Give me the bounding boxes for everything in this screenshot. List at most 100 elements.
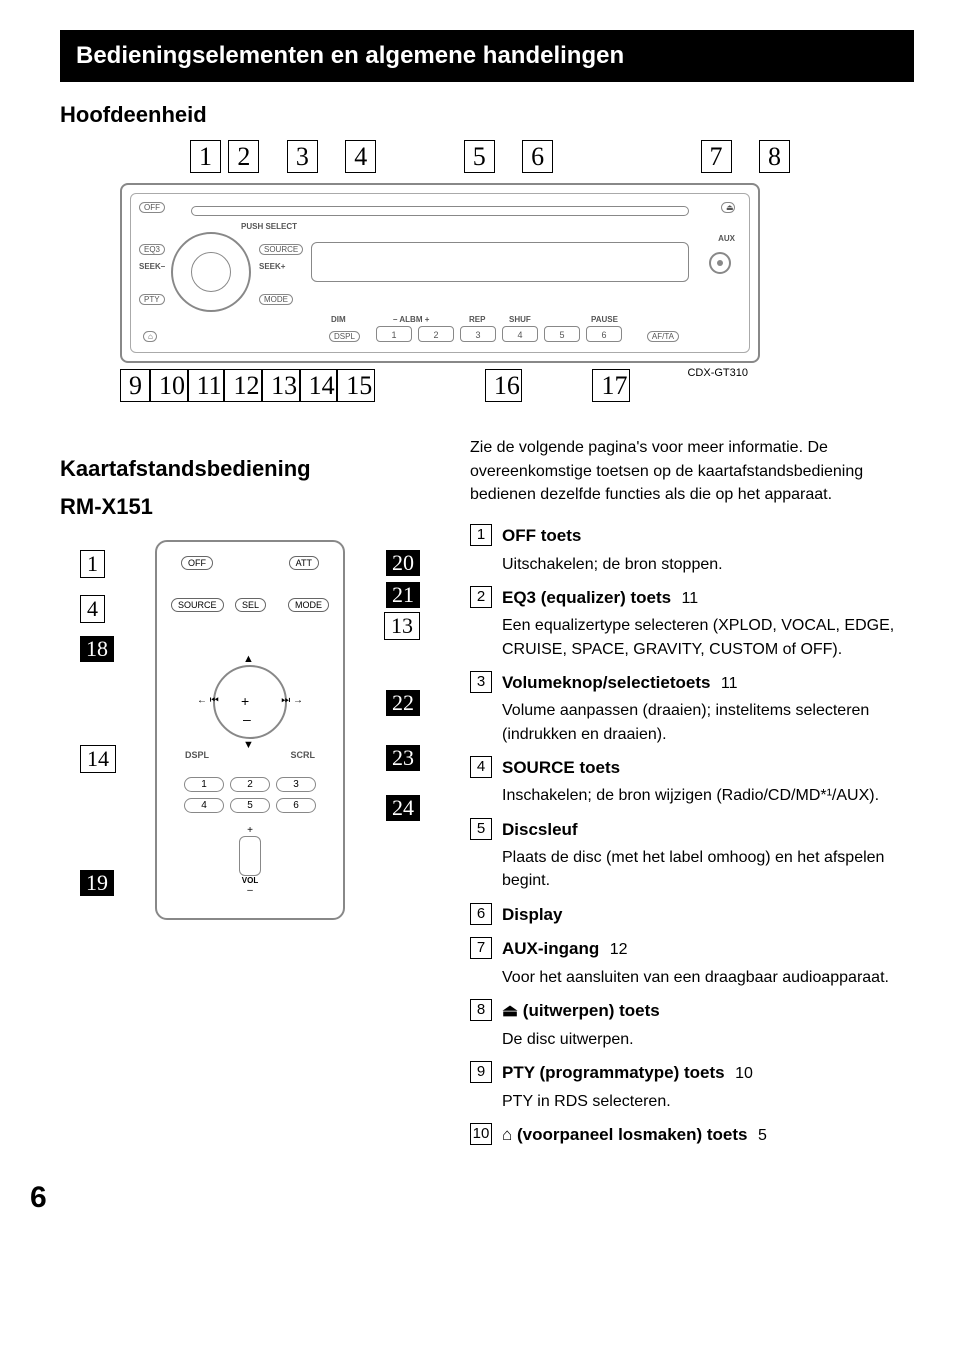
off-button: OFF bbox=[139, 202, 165, 213]
callout-9: 9 bbox=[120, 369, 150, 402]
remote-callout-1: 1 bbox=[80, 550, 105, 578]
remote-num-3: 3 bbox=[276, 777, 316, 792]
aux-jack bbox=[709, 252, 731, 274]
push-select-label: PUSH SELECT bbox=[241, 222, 297, 231]
remote-callout-22: 22 bbox=[386, 690, 420, 716]
remote-num-4: 4 bbox=[184, 798, 224, 813]
item-desc: Plaats de disc (met het label omhoog) en… bbox=[502, 846, 914, 892]
remote-att: ATT bbox=[289, 556, 319, 570]
seek-plus-label: SEEK+ bbox=[259, 262, 285, 271]
num-4: 4 bbox=[502, 326, 538, 342]
pty-button: PTY bbox=[139, 294, 165, 305]
remote-off: OFF bbox=[181, 556, 213, 570]
remote-callout-13: 13 bbox=[384, 612, 420, 640]
remote-num-5: 5 bbox=[230, 798, 270, 813]
item-title: PTY (programmatype) toets 10 bbox=[502, 1061, 753, 1086]
remote-num-1: 1 bbox=[184, 777, 224, 792]
description-column: Zie de volgende pagina's voor meer infor… bbox=[470, 436, 914, 1151]
remote-vol: + VOL – bbox=[235, 825, 265, 896]
remote-sel: SEL bbox=[235, 598, 266, 612]
item-number: 6 bbox=[470, 903, 492, 925]
item-desc: Uitschakelen; de bron stoppen. bbox=[502, 553, 914, 576]
remote-mode: MODE bbox=[288, 598, 329, 612]
section-remote-model: RM-X151 bbox=[60, 494, 440, 520]
aux-label: AUX bbox=[718, 234, 735, 243]
remote-number-pad: 1 2 3 4 5 6 bbox=[184, 777, 316, 813]
callout-4: 4 bbox=[345, 140, 376, 173]
remote-dpad: ▲ ▼ ← ⏮ ⏭ → + – bbox=[195, 647, 305, 757]
unit-top-callouts: 1 2 3 4 5 6 7 8 bbox=[120, 140, 820, 177]
callout-1: 1 bbox=[190, 140, 221, 173]
item-desc: De disc uitwerpen. bbox=[502, 1028, 914, 1051]
main-unit-diagram: OFF PUSH SELECT EQ3 SOURCE SEEK– SEEK+ P… bbox=[120, 183, 760, 363]
remote-callout-18: 18 bbox=[80, 636, 114, 662]
callout-10: 10 bbox=[150, 369, 188, 402]
remote-diagram-wrap: 1 4 18 14 19 20 21 13 22 23 24 OFF ATT S… bbox=[80, 540, 420, 920]
item-title: ⏏ (uitwerpen) toets bbox=[502, 999, 660, 1024]
item-title: OFF toets bbox=[502, 524, 581, 549]
item-title: EQ3 (equalizer) toets 11 bbox=[502, 586, 698, 611]
callout-11: 11 bbox=[188, 369, 225, 402]
item-7: 7AUX-ingang 12 bbox=[470, 937, 914, 962]
item-desc: Een equalizertype selecteren (XPLOD, VOC… bbox=[502, 614, 914, 660]
remote-source: SOURCE bbox=[171, 598, 224, 612]
num-3: 3 bbox=[460, 326, 496, 342]
item-5: 5Discsleuf bbox=[470, 818, 914, 843]
callout-6: 6 bbox=[522, 140, 553, 173]
callout-3: 3 bbox=[287, 140, 318, 173]
remote-body: OFF ATT SOURCE SEL MODE ▲ ▼ ← ⏮ ⏭ → + – … bbox=[155, 540, 345, 920]
section-remote-title: Kaartafstandsbediening bbox=[60, 456, 440, 482]
intro-text: Zie de volgende pagina's voor meer infor… bbox=[470, 436, 914, 506]
remote-callout-21: 21 bbox=[386, 582, 420, 608]
callout-7: 7 bbox=[701, 140, 732, 173]
remote-callout-23: 23 bbox=[386, 745, 420, 771]
model-label: CDX-GT310 bbox=[687, 367, 748, 379]
item-number: 9 bbox=[470, 1061, 492, 1083]
remote-dspl: DSPL bbox=[185, 750, 209, 760]
item-number: 4 bbox=[470, 756, 492, 778]
item-desc: Volume aanpassen (draaien); instelitems … bbox=[502, 699, 914, 745]
pause-label: PAUSE bbox=[591, 315, 618, 324]
num-5: 5 bbox=[544, 326, 580, 342]
page-number: 6 bbox=[30, 1181, 914, 1215]
item-title: AUX-ingang 12 bbox=[502, 937, 628, 962]
remote-callout-19: 19 bbox=[80, 870, 114, 896]
item-9: 9 PTY (programmatype) toets 10 bbox=[470, 1061, 914, 1086]
callout-12: 12 bbox=[224, 369, 262, 402]
item-3: 3Volumeknop/selectietoets 11 bbox=[470, 671, 914, 696]
seek-minus-label: SEEK– bbox=[139, 262, 165, 271]
dim-label: DIM bbox=[331, 315, 346, 324]
remote-num-6: 6 bbox=[276, 798, 316, 813]
num-2: 2 bbox=[418, 326, 454, 342]
callout-5: 5 bbox=[464, 140, 495, 173]
release-icon: ⌂ bbox=[143, 331, 157, 342]
item-1: 1OFF toets bbox=[470, 524, 914, 549]
item-number: 3 bbox=[470, 671, 492, 693]
item-number: 8 bbox=[470, 999, 492, 1021]
remote-callout-20: 20 bbox=[386, 550, 420, 576]
callout-13: 13 bbox=[262, 369, 300, 402]
item-title: Display bbox=[502, 903, 562, 928]
albm-label: – ALBM + bbox=[393, 315, 429, 324]
volume-dial bbox=[171, 232, 251, 312]
item-desc: PTY in RDS selecteren. bbox=[502, 1090, 914, 1113]
item-6: 6 Display bbox=[470, 903, 914, 928]
afta-button: AF/TA bbox=[647, 331, 679, 342]
dspl-button: DSPL bbox=[329, 331, 360, 342]
item-title: SOURCE toets bbox=[502, 756, 620, 781]
section-hoofdeenheid: Hoofdeenheid bbox=[60, 102, 914, 128]
callout-16: 16 bbox=[485, 369, 523, 402]
item-2: 2EQ3 (equalizer) toets 11 bbox=[470, 586, 914, 611]
item-desc: Inschakelen; de bron wijzigen (Radio/CD/… bbox=[502, 784, 914, 807]
mode-button: MODE bbox=[259, 294, 293, 305]
item-number: 10 bbox=[470, 1123, 492, 1145]
display-panel bbox=[311, 242, 689, 282]
disc-slot bbox=[191, 206, 689, 216]
callout-2: 2 bbox=[228, 140, 259, 173]
num-1: 1 bbox=[376, 326, 412, 342]
num-6: 6 bbox=[586, 326, 622, 342]
eject-icon: ⏏ bbox=[721, 202, 735, 213]
item-desc: Voor het aansluiten van een draagbaar au… bbox=[502, 966, 914, 989]
remote-callout-4: 4 bbox=[80, 595, 105, 623]
shuf-label: SHUF bbox=[509, 315, 531, 324]
